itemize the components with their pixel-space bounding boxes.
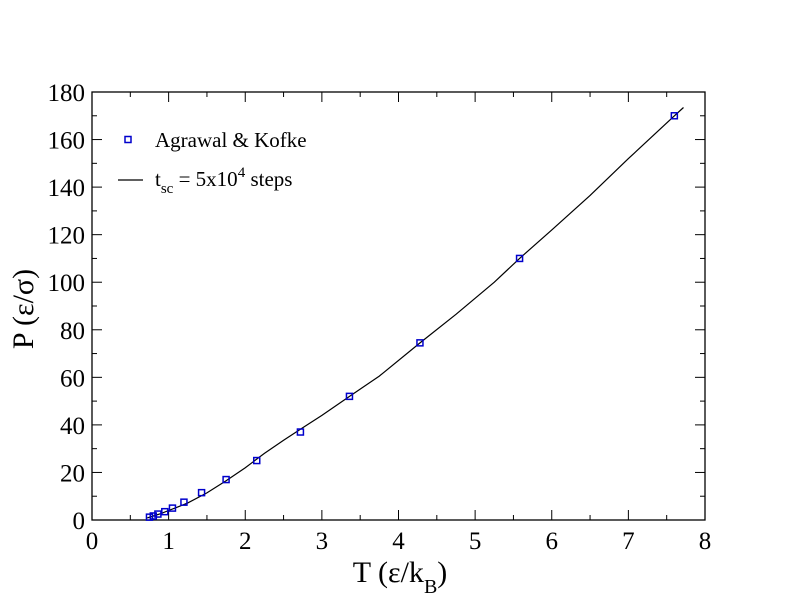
series-layer: [145, 107, 684, 521]
y-tick-label: 120: [48, 223, 86, 250]
x-tick-label: 7: [622, 528, 635, 555]
data-point-marker: [345, 392, 354, 401]
y-tick-label: 80: [60, 318, 85, 345]
legend-label-t: t: [155, 167, 161, 191]
data-point-marker: [154, 510, 162, 518]
x-axis-title-close: ): [437, 556, 447, 589]
y-axis-title: P (ε/σ): [7, 269, 40, 349]
legend-label-subscript: sc: [161, 181, 174, 197]
data-point-marker: [197, 488, 206, 497]
data-point-marker: [161, 507, 169, 516]
data-point-marker: [296, 428, 305, 436]
x-tick-label: 0: [86, 528, 99, 555]
legend: Agrawal & Kofke tsc = 5x104 steps: [118, 128, 307, 197]
x-axis-title-subscript: B: [424, 576, 437, 598]
data-point-marker: [222, 475, 230, 484]
y-tick-label: 20: [60, 460, 85, 487]
tick-marks: [91, 91, 706, 521]
y-tick-label: 40: [60, 413, 85, 440]
data-point-marker: [168, 504, 177, 512]
y-tick-label: 60: [60, 365, 85, 392]
x-axis-title-main: T (ε/k: [353, 556, 424, 589]
data-point-marker: [180, 498, 188, 506]
data-point-marker: [252, 456, 261, 465]
legend-label-middle: = 5x10: [173, 167, 237, 191]
y-tick-label: 0: [73, 508, 86, 535]
y-tick-label: 140: [48, 175, 86, 202]
x-tick-label: 3: [316, 528, 329, 555]
x-tick-label: 2: [239, 528, 252, 555]
x-tick-label: 4: [392, 528, 405, 555]
legend-label-tail: steps: [245, 167, 292, 191]
legend-label-agrawal-kofke: Agrawal & Kofke: [155, 128, 307, 152]
data-point-marker: [416, 339, 424, 347]
x-tick-label: 5: [469, 528, 482, 555]
legend-label-tsc: tsc = 5x104 steps: [155, 165, 292, 197]
y-tick-label: 100: [48, 270, 86, 297]
data-point-marker: [670, 112, 679, 120]
x-tick-label: 1: [162, 528, 175, 555]
x-axis-title: T (ε/kB): [353, 556, 448, 598]
y-tick-label: 180: [48, 80, 86, 107]
x-tick-label: 6: [546, 528, 559, 555]
legend-marker-square: [124, 135, 132, 144]
x-tick-label: 8: [699, 528, 712, 555]
data-point-marker: [149, 512, 158, 520]
legend-label-superscript: 4: [238, 165, 246, 181]
y-tick-label: 160: [48, 128, 86, 155]
data-point-marker: [515, 254, 524, 263]
data-point-marker: [145, 513, 154, 521]
